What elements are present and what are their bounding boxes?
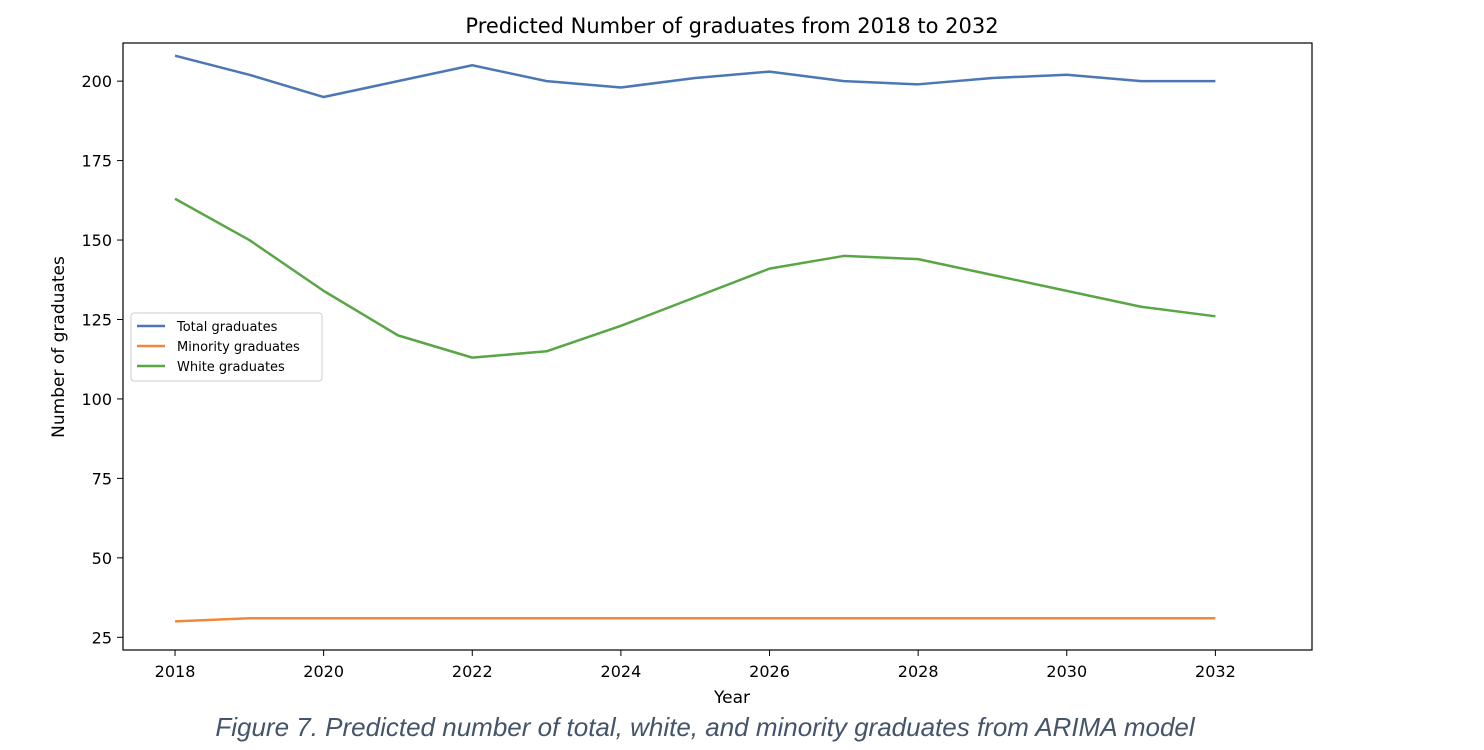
y-tick-label: 125 [81,310,112,329]
x-tick-label: 2022 [452,662,493,681]
y-axis-label: Number of graduates [49,256,69,438]
x-tick-label: 2026 [749,662,790,681]
x-tick-label: 2030 [1046,662,1087,681]
x-tick-label: 2018 [155,662,196,681]
y-tick-label: 150 [81,231,112,250]
y-tick-label: 50 [92,549,112,568]
x-tick-label: 2028 [898,662,939,681]
x-tick-label: 2032 [1195,662,1236,681]
series-lines [174,54,1216,623]
legend-box [130,312,323,382]
y-axis: 25 50 75 100 125 150 175 200 [81,72,123,647]
series-line-2 [174,197,1216,359]
plot-area [122,42,1313,651]
y-tick-label: 100 [81,390,112,409]
legend-label: Minority graduates [177,340,300,355]
x-tick-label: 2020 [303,662,344,681]
x-axis: 2018 2020 2022 2024 2026 2028 2030 2032 [155,650,1236,681]
y-tick-label: 200 [81,72,112,91]
figure-caption: Figure 7. Predicted number of total, whi… [215,712,1195,742]
y-tick-label: 25 [92,628,112,647]
x-tick-label: 2024 [601,662,642,681]
legend-label: Total graduates [176,320,278,335]
y-tick-label: 175 [81,152,112,171]
x-axis-label: Year [713,688,750,708]
series-line-0 [174,54,1216,99]
series-line-1 [174,616,1216,623]
legend: Total graduates Minority graduates White g… [130,312,323,382]
chart-title: Predicted Number of graduates from 2018 … [465,14,998,38]
y-tick-label: 75 [92,469,112,488]
legend-label: White graduates [177,360,285,375]
